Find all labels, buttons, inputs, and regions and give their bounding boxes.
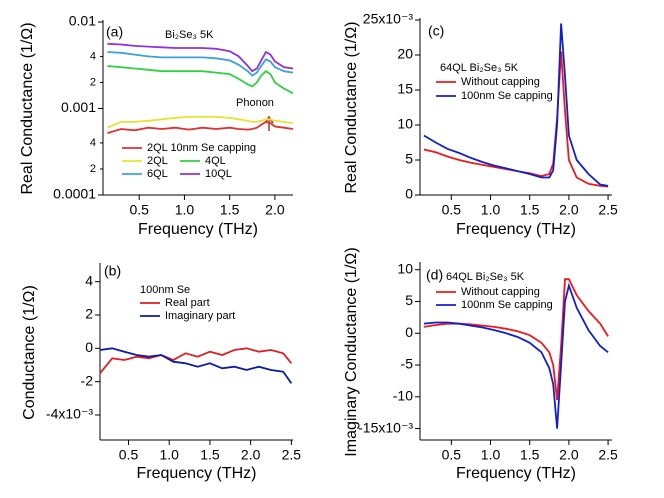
y-tick-label: 10 xyxy=(397,260,413,276)
legend-label: Without capping xyxy=(461,286,540,298)
y-tick-label: -10 xyxy=(393,387,413,403)
y-tick-label: 0 xyxy=(405,186,413,202)
y-axis-label: Real Conductance (1/Ω) xyxy=(343,21,360,193)
legend-label: 2QL 10nm Se capping xyxy=(147,142,256,154)
x-tick-label: 2.5 xyxy=(282,447,302,463)
legend-label: Imaginary part xyxy=(165,310,235,322)
y-tick-label: 2 xyxy=(90,76,96,88)
x-tick-label: 1.5 xyxy=(520,202,540,218)
annotation: 100nm Se xyxy=(140,284,190,296)
x-tick-label: 2.0 xyxy=(559,447,579,463)
y-tick-label: 4 xyxy=(90,50,96,62)
x-tick-label: 1.0 xyxy=(481,447,501,463)
phonon-arrow-head xyxy=(264,115,274,124)
series-line xyxy=(107,42,294,73)
series-line xyxy=(99,347,293,374)
legend-label: 6QL xyxy=(147,168,168,180)
x-tick-label: 1.0 xyxy=(481,202,501,218)
legend-label: 100nm Se capping xyxy=(461,299,553,311)
y-axis-label: Conductance (1/Ω) xyxy=(21,285,38,420)
y-axis-label: Imaginary Conductance (1/Ω) xyxy=(343,247,360,456)
x-tick-label: 0.5 xyxy=(129,202,149,218)
x-tick-label: 0.5 xyxy=(442,447,462,463)
y-tick-label: 15 xyxy=(397,81,413,97)
x-tick-label: 1.5 xyxy=(520,447,540,463)
series-line xyxy=(423,282,609,429)
x-tick-label: 1.0 xyxy=(159,447,179,463)
series-line xyxy=(107,65,294,95)
annotation: Bi₂Se₃ 5K xyxy=(165,29,214,41)
x-axis-label: Frequency (THz) xyxy=(138,221,258,238)
legend-label: 2QL xyxy=(147,155,168,167)
x-tick-label: 1.5 xyxy=(200,447,220,463)
y-tick-label: 0.001 xyxy=(61,99,96,115)
y-tick-label: -4x10⁻³ xyxy=(46,406,93,422)
legend-label: Real part xyxy=(165,297,210,309)
annotation: (b) xyxy=(104,263,121,279)
x-tick-label: 2.5 xyxy=(598,202,618,218)
annotation: (d) xyxy=(426,267,443,283)
x-tick-label: 1.5 xyxy=(220,202,240,218)
y-tick-label: 5 xyxy=(405,151,413,167)
legend-label: Without capping xyxy=(461,76,540,88)
x-axis-label: Frequency (THz) xyxy=(136,465,256,482)
x-tick-label: 1.0 xyxy=(175,202,195,218)
y-tick-label: 20 xyxy=(397,46,413,62)
x-tick-label: 2.5 xyxy=(598,447,618,463)
x-axis-label: Frequency (THz) xyxy=(456,465,576,482)
y-tick-label: 0.0001 xyxy=(53,186,96,202)
x-tick-label: 2.0 xyxy=(241,447,261,463)
annotation: (c) xyxy=(428,23,444,39)
annotation: Phonon xyxy=(236,97,274,109)
x-tick-label: 0.5 xyxy=(442,202,462,218)
series-line xyxy=(107,116,294,129)
y-axis-label: Real Conductance (1/Ω) xyxy=(19,22,36,194)
series-line xyxy=(99,347,293,384)
y-tick-label: -2 xyxy=(81,372,94,388)
y-tick-label: -15x10⁻³ xyxy=(358,419,413,435)
y-tick-label: 0 xyxy=(85,339,93,355)
annotation: (a) xyxy=(106,24,123,40)
y-tick-label: -5 xyxy=(401,356,414,372)
x-tick-label: 0.5 xyxy=(119,447,139,463)
y-tick-label: 0.01 xyxy=(69,13,96,29)
legend-label: 100nm Se capping xyxy=(461,90,553,102)
annotation: 64QL Bi₂Se₃ 5K xyxy=(446,271,525,283)
y-tick-label: 25x10⁻³ xyxy=(363,11,414,27)
annotation: 64QL Bi₂Se₃ 5K xyxy=(440,62,519,74)
y-tick-label: 2 xyxy=(85,306,93,322)
x-tick-label: 2.0 xyxy=(265,202,285,218)
y-tick-label: 4 xyxy=(85,272,93,288)
y-tick-label: 4 xyxy=(90,137,96,149)
legend-label: 4QL xyxy=(205,155,226,167)
series-line xyxy=(107,51,294,77)
legend-label: 10QL xyxy=(205,168,232,180)
series-line xyxy=(423,51,609,188)
series-line xyxy=(107,120,294,134)
y-tick-label: 10 xyxy=(397,116,413,132)
y-tick-label: 2 xyxy=(90,163,96,175)
x-tick-label: 2.0 xyxy=(559,202,579,218)
x-axis-label: Frequency (THz) xyxy=(456,221,576,238)
y-tick-label: 0 xyxy=(405,324,413,340)
y-tick-label: 5 xyxy=(405,292,413,308)
series-line xyxy=(423,23,609,187)
